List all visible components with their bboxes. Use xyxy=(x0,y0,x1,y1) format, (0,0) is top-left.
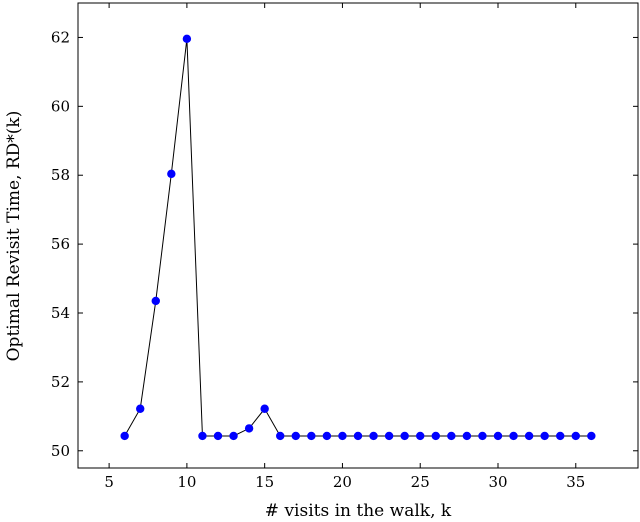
data-point xyxy=(462,431,472,441)
y-tick-label: 56 xyxy=(51,235,70,253)
data-point xyxy=(167,169,176,179)
axis-ticks xyxy=(78,3,638,468)
data-points xyxy=(120,34,596,441)
data-point xyxy=(213,431,223,441)
tick-labels: 5 10 15 20 25 30 35 50 52 54 56 58 60 62 xyxy=(51,28,585,491)
y-tick-label: 52 xyxy=(51,373,70,391)
x-tick-label: 15 xyxy=(255,473,274,491)
y-tick-label: 54 xyxy=(51,304,70,322)
data-point xyxy=(556,431,565,441)
data-point xyxy=(400,431,409,441)
y-tick-label: 60 xyxy=(51,97,70,115)
plot-frame xyxy=(77,2,639,469)
data-point xyxy=(369,431,378,441)
data-point xyxy=(524,431,534,441)
data-point xyxy=(493,431,503,441)
data-point xyxy=(322,431,332,441)
x-tick-label: 25 xyxy=(411,473,430,491)
data-point xyxy=(260,404,269,413)
data-point xyxy=(353,431,363,441)
data-point xyxy=(229,431,238,441)
data-point xyxy=(307,431,316,441)
data-point xyxy=(478,431,487,441)
data-point xyxy=(291,431,300,441)
data-point xyxy=(182,34,192,44)
y-axis-label: Optimal Revisit Time, RD*(k) xyxy=(4,111,24,362)
x-tick-label: 20 xyxy=(333,473,352,491)
y-tick-label: 62 xyxy=(51,28,70,46)
data-point xyxy=(540,431,549,441)
data-point xyxy=(509,431,518,441)
data-point xyxy=(416,431,425,441)
x-tick-label: 35 xyxy=(566,473,585,491)
data-point xyxy=(198,431,207,441)
x-axis-label: # visits in the walk, k xyxy=(265,501,452,521)
series-line xyxy=(124,38,592,437)
data-point xyxy=(447,431,456,441)
data-point xyxy=(276,431,285,441)
data-point xyxy=(120,431,129,441)
x-tick-label: 10 xyxy=(177,473,196,491)
data-point xyxy=(338,431,347,441)
y-tick-label: 50 xyxy=(51,442,70,460)
data-point xyxy=(244,424,254,433)
data-point xyxy=(151,296,160,306)
data-point xyxy=(587,431,596,441)
data-point xyxy=(384,431,394,441)
data-point xyxy=(571,431,580,441)
x-tick-label: 5 xyxy=(104,473,114,491)
x-tick-label: 30 xyxy=(488,473,507,491)
data-point xyxy=(136,404,145,413)
y-tick-label: 58 xyxy=(51,166,70,184)
data-point xyxy=(431,431,440,441)
